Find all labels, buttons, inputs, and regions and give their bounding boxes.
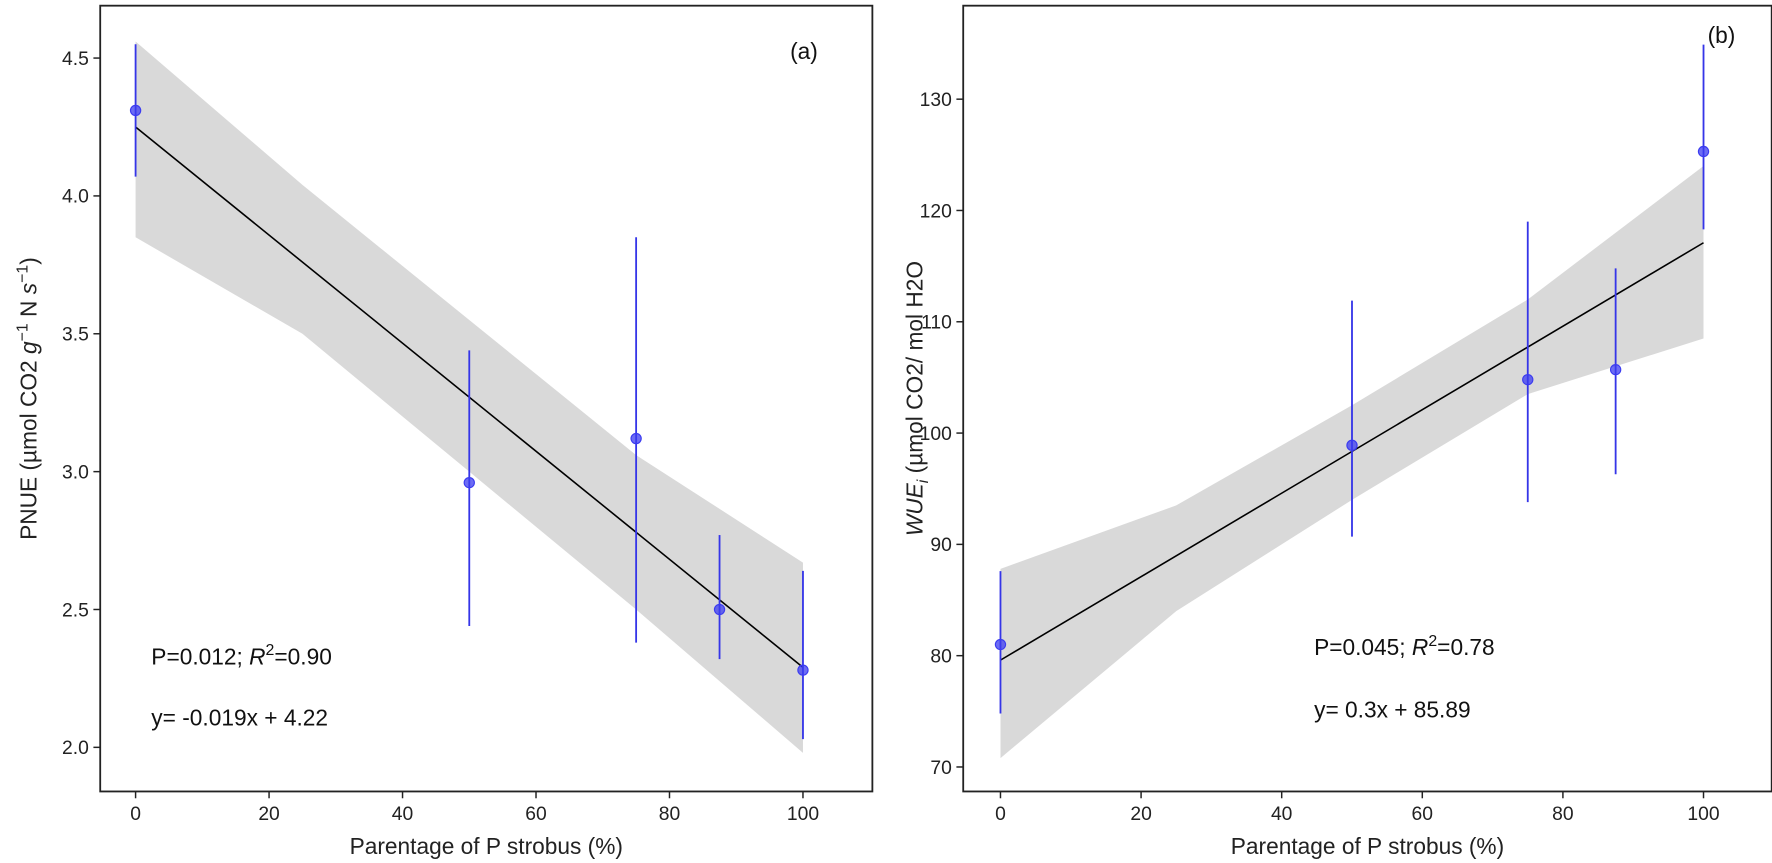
panel-label-a: (a) bbox=[790, 38, 818, 64]
x-tick-label: 80 bbox=[659, 804, 680, 825]
data-point bbox=[129, 104, 142, 117]
x-tick-label: 80 bbox=[1552, 804, 1573, 825]
x-axis-label-b: Parentage of P strobus (%) bbox=[1231, 833, 1504, 859]
r-symbol-a: R bbox=[249, 643, 265, 669]
equation-a: y= -0.019x + 4.22 bbox=[151, 705, 328, 731]
y-tick-label: 3.0 bbox=[62, 462, 89, 483]
data-point bbox=[1697, 145, 1710, 158]
ylabel-b-sub: i bbox=[915, 479, 932, 483]
plot-frame bbox=[99, 4, 874, 793]
x-tick-label: 0 bbox=[130, 804, 141, 825]
data-point bbox=[1522, 373, 1534, 386]
panel-a-marks: 0 20 40 60 80 100 2.0 2.5 3.0 3.5 4.0 4.5 bbox=[62, 4, 874, 825]
y-tick-label: 130 bbox=[920, 90, 952, 111]
panel-a: 0 20 40 60 80 100 2.0 2.5 3.0 3.5 4.0 4.5 (a) P=0.0… bbox=[15, 4, 874, 859]
x-tick-label: 20 bbox=[258, 804, 279, 825]
ylabel-a-main: PNUE (µmol CO2 bbox=[16, 354, 42, 540]
r-value-a: =0.90 bbox=[274, 643, 331, 669]
x-tick-label: 60 bbox=[525, 804, 546, 825]
panel-label-b: (b) bbox=[1708, 22, 1736, 48]
ylabel-a-mid: N bbox=[16, 294, 42, 323]
data-point bbox=[1346, 439, 1358, 451]
data-point bbox=[1609, 363, 1622, 376]
r-exp-a: 2 bbox=[266, 642, 275, 659]
data-point bbox=[797, 664, 809, 676]
y-tick-label: 2.5 bbox=[62, 600, 89, 621]
data-point bbox=[630, 432, 642, 445]
equation-b: y= 0.3x + 85.89 bbox=[1314, 697, 1471, 723]
r-exp-b: 2 bbox=[1428, 633, 1437, 650]
y-axis-label-b: WUEi (µmol CO2/ mol H2O bbox=[901, 261, 932, 536]
ylabel-a-exp2: −1 bbox=[15, 265, 32, 283]
x-tick-label: 40 bbox=[1271, 804, 1292, 825]
x-tick-label: 100 bbox=[1687, 804, 1719, 825]
y-tick-label: 100 bbox=[920, 424, 952, 445]
stats-text-a: P=0.012; R2=0.90 bbox=[151, 642, 332, 669]
ylabel-b-main: WUE bbox=[901, 482, 927, 536]
y-tick-label: 80 bbox=[930, 646, 951, 667]
panel-b: 0 20 40 60 80 100 70 80 90 100 110 120 130 (b) P=0.0… bbox=[901, 4, 1772, 859]
stats-text-b: P=0.045; R2=0.78 bbox=[1314, 633, 1495, 660]
x-tick-label: 100 bbox=[787, 804, 819, 825]
r-value-b: =0.78 bbox=[1437, 634, 1494, 660]
y-tick-label: 120 bbox=[920, 201, 952, 222]
data-point bbox=[994, 638, 1007, 651]
x-tick-label: 20 bbox=[1130, 804, 1151, 825]
p-value-b: P=0.045; bbox=[1314, 634, 1412, 660]
r-symbol-b: R bbox=[1412, 634, 1428, 660]
ylabel-a-g: g bbox=[16, 341, 42, 354]
y-axis-label-a: PNUE (µmol CO2 g−1 N s−1) bbox=[15, 257, 42, 540]
y-tick-label: 4.0 bbox=[62, 187, 89, 208]
p-value-a: P=0.012; bbox=[151, 643, 249, 669]
y-tick-label: 2.0 bbox=[62, 738, 89, 759]
data-point bbox=[463, 476, 475, 489]
x-axis-label-a: Parentage of P strobus (%) bbox=[350, 833, 623, 859]
x-tick-label: 40 bbox=[392, 804, 413, 825]
y-tick-label: 90 bbox=[930, 535, 951, 556]
y-tick-label: 4.5 bbox=[62, 49, 89, 70]
ylabel-a-s: s bbox=[16, 283, 42, 294]
x-tick-label: 60 bbox=[1412, 804, 1433, 825]
y-tick-label: 3.5 bbox=[62, 325, 89, 346]
y-tick-label: 110 bbox=[921, 313, 952, 334]
ylabel-a-end: ) bbox=[16, 257, 42, 265]
ylabel-b-end: (µmol CO2/ mol H2O bbox=[901, 261, 927, 480]
data-point bbox=[713, 603, 726, 616]
panel-b-marks: 0 20 40 60 80 100 70 80 90 100 110 120 130 bbox=[920, 4, 1772, 825]
y-tick-label: 70 bbox=[930, 758, 951, 779]
ylabel-a-exp1: −1 bbox=[15, 323, 32, 341]
x-tick-label: 0 bbox=[995, 804, 1006, 825]
